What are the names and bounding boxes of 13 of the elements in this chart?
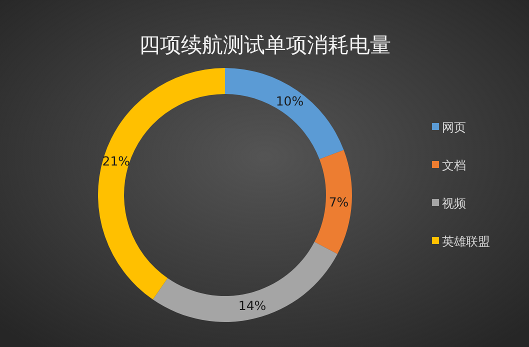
donut-slice: [98, 68, 225, 300]
donut-slice: [225, 68, 344, 160]
legend-label: 英雄联盟: [442, 234, 490, 248]
donut-slice: [314, 150, 352, 254]
donut-slice: [152, 242, 338, 322]
chart-title: 四项续航测试单项消耗电量: [139, 33, 391, 57]
legend-label: 网页: [442, 120, 466, 134]
data-label: 21%: [102, 154, 130, 169]
data-label: 14%: [238, 298, 266, 314]
data-label: 7%: [328, 194, 349, 210]
legend-label: 视频: [442, 196, 466, 210]
data-label: 10%: [276, 94, 304, 109]
legend-label: 文档: [442, 158, 466, 172]
